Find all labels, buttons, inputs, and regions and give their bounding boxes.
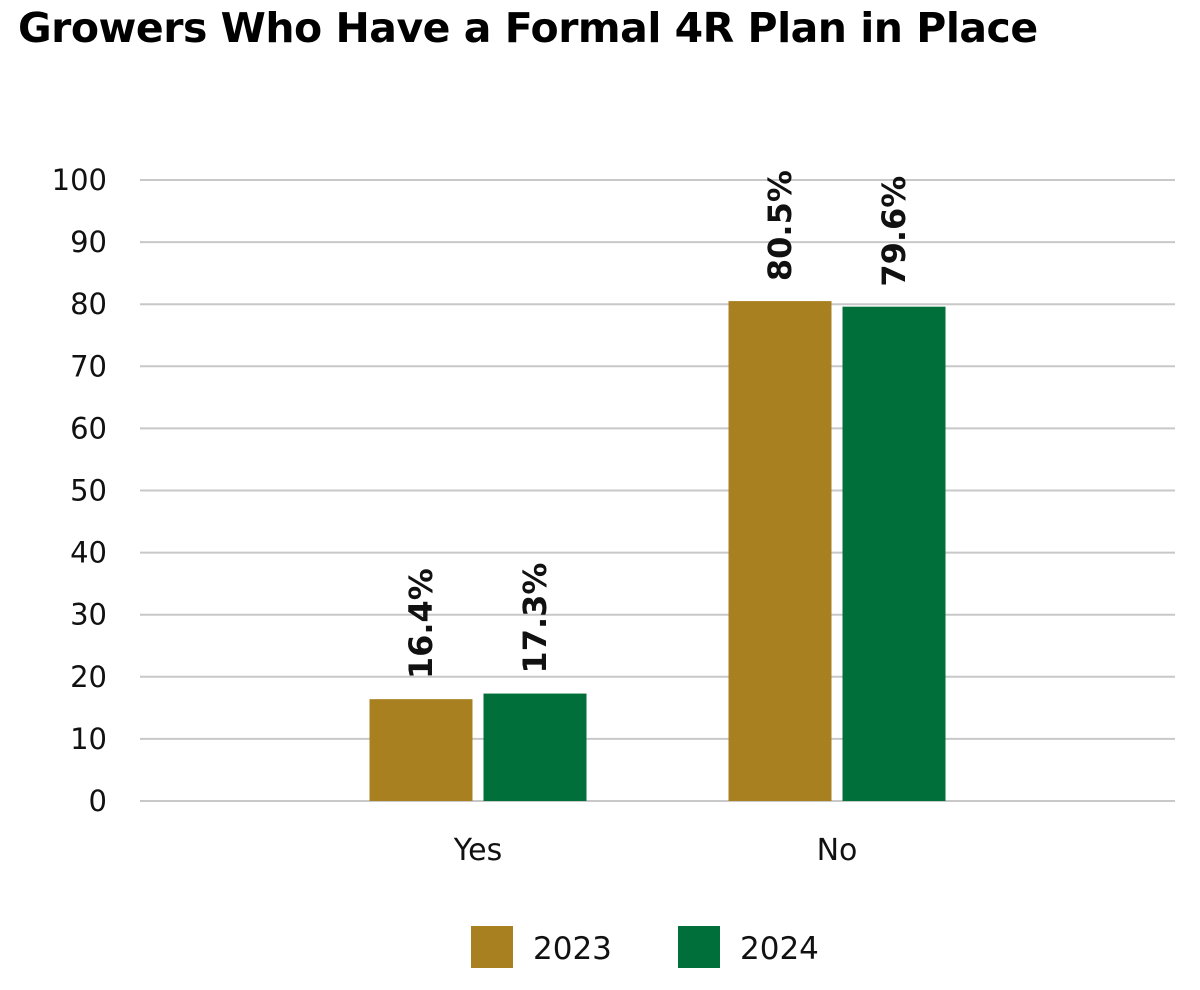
data-label: 79.6% <box>875 176 913 287</box>
y-tick-label: 60 <box>70 411 107 445</box>
x-category-label: No <box>817 833 858 868</box>
y-axis-ticks: 0 10 20 30 40 50 60 70 80 90 100 <box>52 163 107 818</box>
data-label: 80.5% <box>761 170 799 281</box>
bar-yes-2024 <box>483 693 587 801</box>
y-tick-label: 10 <box>70 722 107 756</box>
y-tick-label: 90 <box>70 225 107 259</box>
legend: 2023 2024 <box>471 926 819 968</box>
bar-yes-2023 <box>369 699 473 801</box>
y-tick-label: 80 <box>70 287 107 321</box>
legend-label: 2023 <box>533 931 612 967</box>
y-tick-label: 0 <box>89 784 107 818</box>
y-tick-label: 20 <box>70 660 107 694</box>
bar-no-2023 <box>728 301 832 801</box>
bar-no-2024 <box>842 306 946 801</box>
bars: 16.4% 17.3% 80.5% 79.6% <box>369 170 946 801</box>
y-tick-label: 70 <box>70 349 107 383</box>
data-label: 17.3% <box>516 563 554 674</box>
x-category-label: Yes <box>453 833 502 868</box>
y-tick-label: 40 <box>70 536 107 570</box>
gridlines <box>140 179 1175 802</box>
y-tick-label: 100 <box>52 163 107 197</box>
legend-swatch-2023 <box>471 926 513 968</box>
legend-label: 2024 <box>740 931 819 967</box>
y-tick-label: 50 <box>70 474 107 508</box>
y-tick-label: 30 <box>70 598 107 632</box>
legend-swatch-2024 <box>678 926 720 968</box>
chart-title: Growers Who Have a Formal 4R Plan in Pla… <box>18 4 1038 52</box>
x-axis-categories: Yes No <box>453 833 858 868</box>
data-label: 16.4% <box>402 568 440 679</box>
